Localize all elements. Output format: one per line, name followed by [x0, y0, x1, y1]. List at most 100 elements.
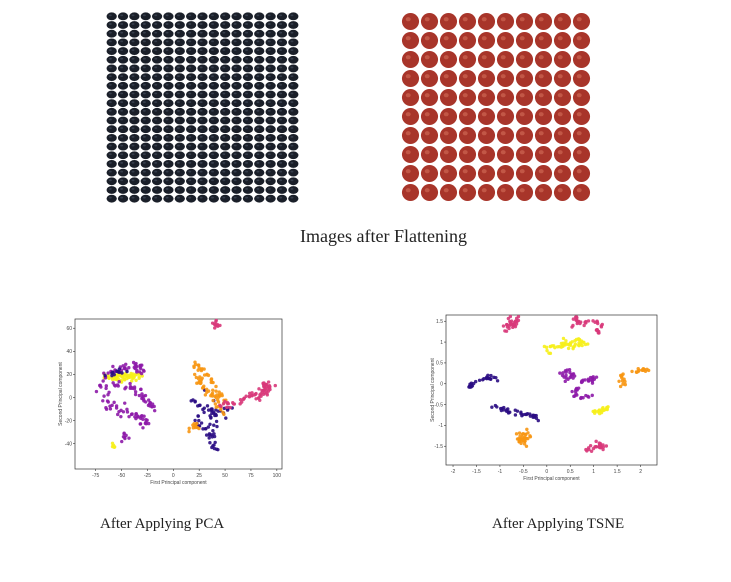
dark-image-thumbnail	[106, 133, 117, 142]
tsne-point	[583, 342, 588, 347]
dark-image-thumbnail	[288, 125, 299, 134]
flattened-dark-image-grid	[106, 12, 299, 203]
tsne-point	[604, 444, 609, 448]
dark-image-thumbnail	[276, 168, 288, 177]
apple-image-thumbnail	[401, 88, 420, 107]
dark-image-thumbnail	[163, 116, 174, 125]
dark-image-thumbnail	[231, 90, 242, 99]
dark-image-thumbnail	[186, 160, 197, 168]
pca-point	[142, 369, 146, 373]
pca-point	[266, 380, 271, 384]
dark-image-thumbnail	[129, 47, 140, 55]
dark-image-thumbnail	[197, 12, 208, 21]
dark-image-thumbnail	[151, 73, 163, 82]
tsne-point	[525, 411, 530, 416]
apple-image-thumbnail	[401, 69, 420, 88]
pca-point	[260, 388, 264, 393]
tsne-point	[553, 345, 557, 350]
apple-image-thumbnail	[553, 88, 572, 107]
pca-point	[218, 323, 222, 328]
tsne-point	[592, 377, 597, 381]
dark-image-thumbnail	[163, 99, 174, 108]
dark-image-thumbnail	[140, 73, 151, 82]
dark-image-thumbnail	[265, 99, 276, 108]
apple-image-thumbnail	[458, 69, 477, 88]
tsne-cluster-2	[591, 319, 604, 335]
pca-point	[148, 401, 152, 405]
dark-image-thumbnail	[208, 21, 219, 29]
tsne-point	[506, 411, 511, 415]
pca-point	[117, 377, 121, 381]
apple-image-thumbnail	[439, 31, 458, 50]
dark-image-thumbnail	[106, 81, 117, 90]
dark-image-thumbnail	[242, 116, 254, 125]
dark-image-thumbnail	[163, 21, 174, 29]
dark-image-thumbnail	[254, 177, 265, 186]
dark-image-thumbnail	[276, 151, 288, 160]
pca-point	[133, 390, 138, 394]
pca-point	[206, 408, 211, 412]
pca-point	[204, 433, 209, 437]
pca-point	[214, 419, 219, 424]
tsne-point	[514, 322, 519, 326]
pca-point	[141, 426, 145, 430]
tsne-point	[575, 388, 579, 392]
apple-image-thumbnail	[439, 145, 458, 164]
caption-flattening: Images after Flattening	[300, 226, 467, 246]
dark-image-thumbnail	[117, 125, 129, 134]
tsne-y-tick-label: -0.5	[434, 402, 443, 408]
dark-image-thumbnail	[276, 47, 288, 55]
tsne-point	[492, 375, 496, 380]
pca-point	[141, 417, 145, 422]
tsne-point	[564, 339, 568, 343]
pca-point	[198, 375, 202, 379]
tsne-y-tick-label: 1	[440, 340, 443, 346]
apple-image-thumbnail	[515, 126, 534, 145]
tsne-x-tick-label: -0.5	[519, 469, 528, 475]
dark-image-thumbnail	[129, 90, 140, 99]
tsne-point	[531, 413, 535, 417]
apple-image-thumbnail	[477, 31, 496, 50]
apple-image-thumbnail	[420, 164, 439, 183]
tsne-point	[573, 338, 577, 343]
dark-image-thumbnail	[186, 90, 197, 99]
pca-point	[125, 369, 129, 374]
dark-image-thumbnail	[174, 73, 185, 82]
apple-image-thumbnail	[572, 126, 591, 145]
dark-image-thumbnail	[231, 151, 242, 160]
dark-image-thumbnail	[151, 133, 163, 142]
dark-image-thumbnail	[117, 55, 129, 64]
pca-point	[193, 424, 198, 428]
tsne-point	[566, 346, 571, 351]
pca-point	[210, 445, 214, 450]
tsne-point	[584, 447, 588, 452]
dark-image-thumbnail	[140, 29, 151, 38]
apple-image-thumbnail	[420, 31, 439, 50]
apple-image-thumbnail	[572, 69, 591, 88]
pca-point	[210, 407, 214, 411]
tsne-y-tick-label: 1.5	[436, 319, 443, 325]
pca-point	[117, 367, 122, 371]
pca-point	[206, 389, 211, 393]
tsne-y-tick-label: -1	[439, 423, 444, 429]
dark-image-thumbnail	[231, 47, 242, 55]
tsne-y-tick-label: -1.5	[434, 444, 443, 450]
apple-image-thumbnail	[420, 12, 439, 31]
dark-image-thumbnail	[151, 142, 163, 151]
tsne-cluster-5	[591, 405, 610, 416]
tsne-point	[620, 373, 624, 377]
dark-image-thumbnail	[140, 194, 151, 203]
apple-image-thumbnail	[515, 50, 534, 69]
apple-image-thumbnail	[477, 164, 496, 183]
apple-image-thumbnail	[420, 50, 439, 69]
tsne-cluster-8	[558, 368, 577, 384]
pca-point	[117, 370, 121, 375]
apple-image-thumbnail	[401, 107, 420, 126]
pca-scatter-plot: -75 -50 -25 0 25 50 75 100 -40 -20 0 20 40 60 First Pr…	[55, 314, 290, 486]
dark-image-thumbnail	[254, 107, 265, 116]
pca-point	[138, 365, 142, 369]
tsne-point	[472, 381, 476, 386]
tsne-x-tick-label: 0.5	[567, 469, 574, 475]
dark-image-thumbnail	[208, 38, 219, 47]
dark-image-thumbnail	[163, 151, 174, 160]
